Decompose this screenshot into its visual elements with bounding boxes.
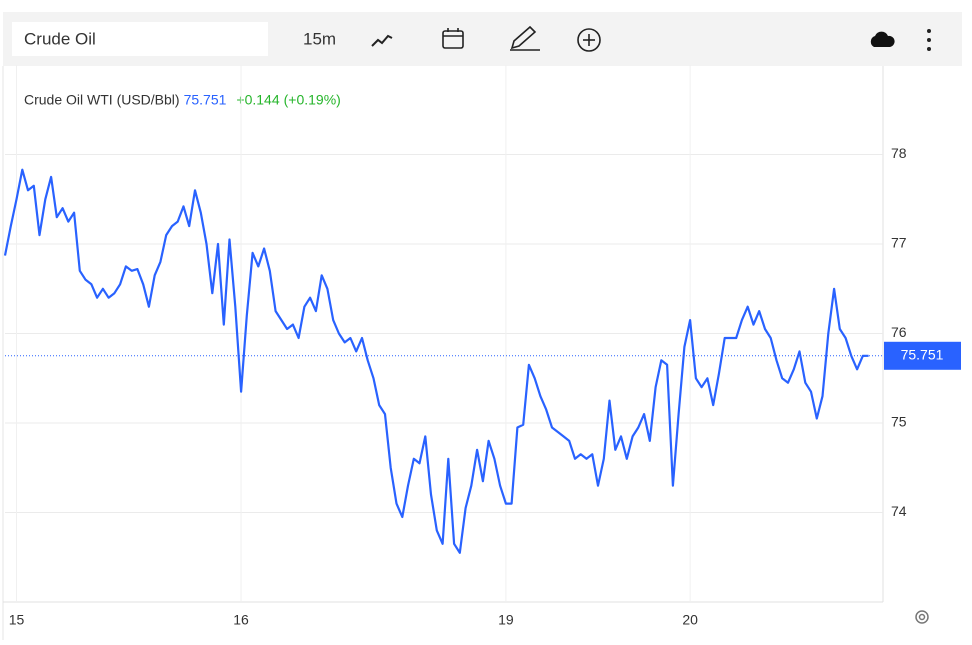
- chart-type-icon[interactable]: [371, 34, 393, 47]
- legend-change: +0.144: [236, 92, 279, 108]
- legend-value: 75.751: [184, 92, 227, 108]
- x-tick-label: 20: [682, 612, 698, 628]
- price-line: [3, 168, 869, 554]
- legend-change-pct: (+0.19%): [284, 92, 341, 108]
- search-text[interactable]: Crude Oil: [24, 29, 96, 48]
- search-box[interactable]: [12, 22, 268, 56]
- draw-icon[interactable]: [510, 25, 540, 51]
- y-tick-label: 76: [891, 324, 907, 340]
- y-tick-label: 74: [891, 503, 907, 519]
- settings-icon[interactable]: [915, 610, 929, 624]
- x-tick-label: 15: [9, 612, 25, 628]
- legend-name: Crude Oil WTI (USD/Bbl): [24, 92, 180, 108]
- menu-icon[interactable]: [927, 29, 931, 51]
- add-icon[interactable]: [577, 28, 601, 52]
- y-tick-label: 77: [891, 235, 907, 251]
- x-tick-label: 16: [233, 612, 249, 628]
- last-price-box: [884, 341, 961, 370]
- download-icon[interactable]: [870, 31, 895, 47]
- y-tick-label: 75: [891, 414, 907, 430]
- calendar-icon[interactable]: [442, 28, 464, 49]
- last-price-label: 75.751: [901, 346, 944, 362]
- y-tick-label: 78: [891, 145, 907, 161]
- interval[interactable]: 15m: [303, 29, 336, 48]
- x-tick-label: 19: [498, 612, 514, 628]
